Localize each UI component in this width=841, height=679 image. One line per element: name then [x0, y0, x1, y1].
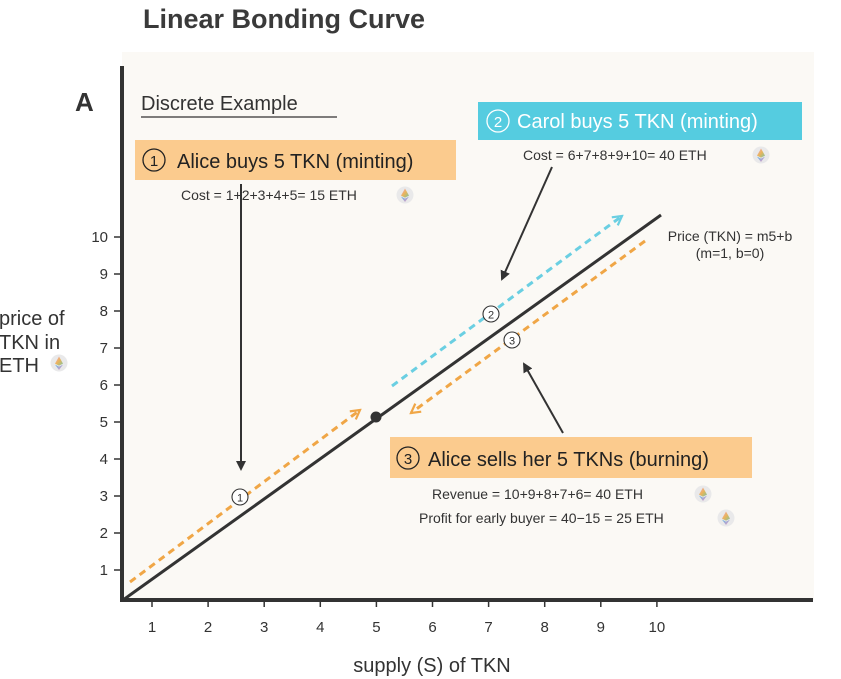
y-tick-label: 5 [100, 414, 108, 431]
y-tick-label: 1 [100, 562, 108, 579]
y-tick-label: 6 [100, 377, 108, 394]
formula-line-2: (m=1, b=0) [696, 245, 764, 261]
x-tick-label: 9 [597, 619, 605, 636]
y-tick-label: 4 [100, 451, 108, 468]
step-2-pointer-arrow [500, 166, 553, 281]
chart-marker-1: 1 [231, 488, 249, 506]
ethereum-icon [752, 146, 770, 164]
step-3-label-box [390, 437, 752, 478]
x-tick-label: 6 [428, 619, 436, 636]
step-2-cost: Cost = 6+7+8+9+10= 40 ETH [523, 147, 707, 163]
x-axis-ticks: 1 2 3 4 5 6 7 8 9 10 [148, 600, 665, 636]
x-tick-label: 7 [484, 619, 492, 636]
step-2-label-box [478, 102, 802, 140]
ethereum-icon [50, 354, 68, 372]
step-3-profit: Profit for early buyer = 40−15 = 25 ETH [419, 510, 664, 526]
x-tick-label: 2 [204, 619, 212, 636]
y-tick-label: 3 [100, 488, 108, 505]
y-tick-label: 10 [91, 229, 108, 246]
x-tick-label: 8 [541, 619, 549, 636]
step-3-label: Alice sells her 5 TKNs (burning) [428, 449, 709, 471]
x-axis-label: supply (S) of TKN [353, 655, 510, 677]
step-3-badge-number: 3 [404, 451, 412, 468]
page-title: Linear Bonding Curve [143, 4, 425, 34]
formula-line-1: Price (TKN) = m5+b [668, 228, 793, 244]
step-1-cost: Cost = 1+2+3+4+5= 15 ETH [181, 187, 357, 203]
y-axis-label-line-1: price of [0, 308, 65, 330]
y-tick-label: 7 [100, 340, 108, 357]
chart-marker-3: 3 [503, 331, 521, 349]
step-3-revenue: Revenue = 10+9+8+7+6= 40 ETH [432, 486, 643, 502]
ethereum-icon [694, 485, 712, 503]
step-2-badge [486, 109, 510, 133]
x-tick-label: 5 [372, 619, 380, 636]
step-2-callout: 2 Carol buys 5 TKN (minting) Cost = 6+7+… [478, 102, 802, 281]
step-1-badge [142, 148, 166, 172]
chart-marker-2: 2 [482, 305, 500, 323]
x-tick-label: 1 [148, 619, 156, 636]
panel-subtitle: Discrete Example [141, 93, 298, 115]
panel-letter: A [75, 87, 94, 117]
curve-point-supply-5 [370, 411, 382, 423]
step-2-badge-number: 2 [494, 114, 502, 131]
y-axis-label-line-2: TKN in [0, 332, 60, 354]
y-axis-label-line-3: ETH [0, 355, 39, 377]
step-3-sell-arrow [411, 239, 646, 413]
step-1-label: Alice buys 5 TKN (minting) [177, 151, 413, 173]
y-axis-label: price of TKN in ETH [0, 308, 68, 377]
x-tick-label: 10 [649, 619, 666, 636]
step-2-label: Carol buys 5 TKN (minting) [517, 111, 758, 133]
step-3-callout: 3 Alice sells her 5 TKNs (burning) Reven… [390, 362, 752, 527]
step-1-badge-number: 1 [150, 153, 158, 170]
step-1-callout: 1 Alice buys 5 TKN (minting) Cost = 1+2+… [135, 140, 456, 471]
ethereum-icon [396, 186, 414, 204]
ethereum-icon [717, 509, 735, 527]
chart-marker-2-number: 2 [488, 310, 494, 322]
x-tick-label: 3 [260, 619, 268, 636]
chart-marker-3-number: 3 [509, 336, 515, 348]
y-tick-label: 8 [100, 303, 108, 320]
chart-marker-1-number: 1 [237, 493, 243, 505]
y-axis-ticks: 1 2 3 4 5 6 7 8 9 10 [91, 229, 122, 579]
y-tick-label: 9 [100, 266, 108, 283]
step-3-pointer-arrow [523, 362, 564, 434]
step-1-label-box [135, 140, 456, 180]
step-3-badge [396, 446, 420, 470]
x-tick-label: 4 [316, 619, 324, 636]
y-tick-label: 2 [100, 525, 108, 542]
bonding-curve-line [122, 213, 662, 602]
